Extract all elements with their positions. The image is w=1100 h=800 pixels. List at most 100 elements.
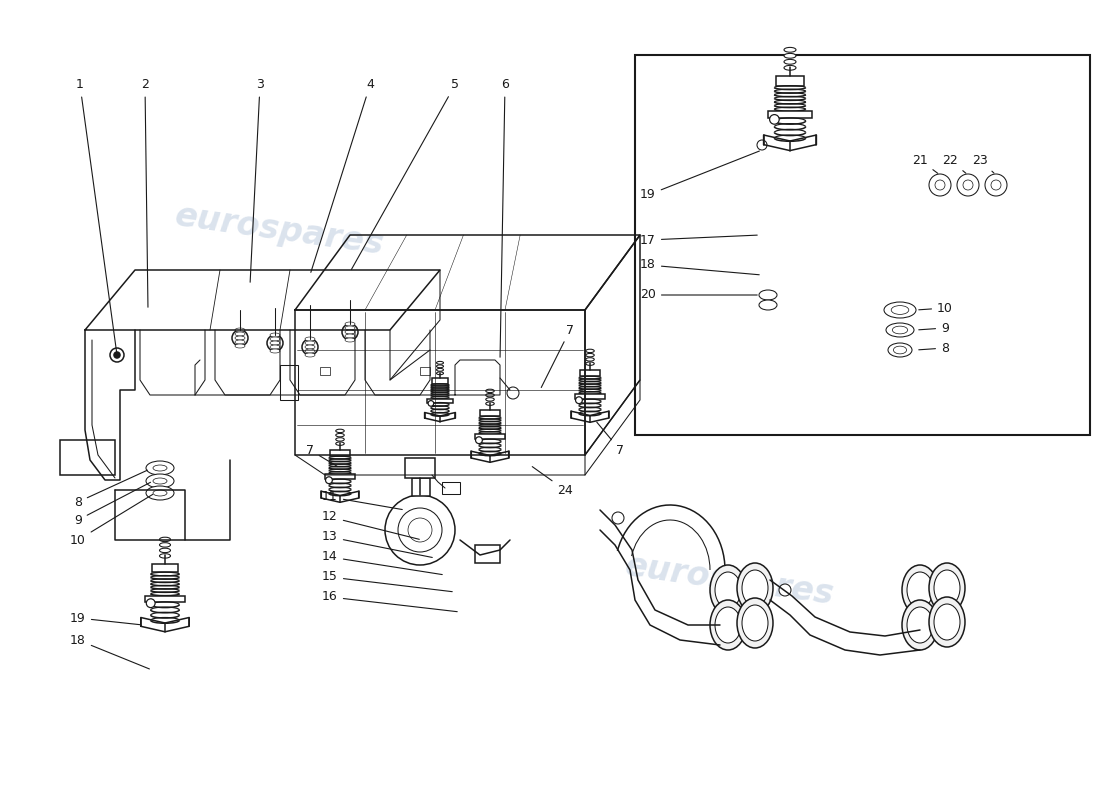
Circle shape xyxy=(146,598,155,608)
Ellipse shape xyxy=(930,563,965,613)
Text: 18: 18 xyxy=(640,258,759,274)
Text: 10: 10 xyxy=(918,302,953,314)
Ellipse shape xyxy=(437,365,443,368)
Ellipse shape xyxy=(270,349,280,353)
Text: 11: 11 xyxy=(322,490,403,510)
Ellipse shape xyxy=(710,565,746,615)
Bar xyxy=(324,474,355,479)
Ellipse shape xyxy=(891,306,909,314)
Text: 19: 19 xyxy=(640,151,759,202)
Ellipse shape xyxy=(146,486,174,500)
Ellipse shape xyxy=(715,572,741,608)
Bar xyxy=(412,478,430,496)
Ellipse shape xyxy=(585,358,594,361)
Text: 16: 16 xyxy=(322,590,458,612)
Text: 9: 9 xyxy=(74,482,151,526)
Ellipse shape xyxy=(305,341,315,345)
Text: 7: 7 xyxy=(306,443,338,466)
Ellipse shape xyxy=(235,340,245,344)
Ellipse shape xyxy=(742,605,768,641)
Text: 5: 5 xyxy=(351,78,459,270)
Bar xyxy=(330,450,350,456)
Bar xyxy=(776,76,804,86)
Ellipse shape xyxy=(585,354,594,357)
Ellipse shape xyxy=(737,563,773,613)
Ellipse shape xyxy=(336,438,344,441)
Bar xyxy=(442,482,460,494)
Circle shape xyxy=(475,437,482,443)
Ellipse shape xyxy=(908,607,933,643)
Text: 20: 20 xyxy=(640,289,757,302)
Ellipse shape xyxy=(934,604,960,640)
Circle shape xyxy=(779,584,791,596)
Bar xyxy=(480,410,501,416)
Bar xyxy=(769,111,812,118)
Bar xyxy=(580,370,601,377)
Ellipse shape xyxy=(930,597,965,647)
Circle shape xyxy=(408,518,432,542)
Ellipse shape xyxy=(160,548,170,553)
Circle shape xyxy=(612,512,624,524)
Text: 9: 9 xyxy=(918,322,949,334)
Ellipse shape xyxy=(893,346,906,354)
Circle shape xyxy=(930,174,952,196)
Circle shape xyxy=(272,340,278,346)
Bar xyxy=(431,378,449,384)
Ellipse shape xyxy=(235,336,245,340)
Circle shape xyxy=(236,335,243,341)
Bar xyxy=(428,398,452,402)
Bar xyxy=(635,55,1090,435)
Text: 1: 1 xyxy=(76,78,117,352)
Text: 23: 23 xyxy=(972,154,994,173)
Ellipse shape xyxy=(345,322,355,326)
Ellipse shape xyxy=(892,326,907,334)
Circle shape xyxy=(346,329,353,335)
Circle shape xyxy=(326,477,332,483)
Ellipse shape xyxy=(585,362,594,366)
Ellipse shape xyxy=(160,542,170,547)
Text: 7: 7 xyxy=(541,323,574,387)
Ellipse shape xyxy=(437,368,443,371)
Ellipse shape xyxy=(146,461,174,475)
Ellipse shape xyxy=(270,337,280,341)
Circle shape xyxy=(957,174,979,196)
Ellipse shape xyxy=(784,59,796,64)
Ellipse shape xyxy=(784,66,796,70)
Ellipse shape xyxy=(902,600,938,650)
Ellipse shape xyxy=(737,598,773,648)
Ellipse shape xyxy=(235,332,245,336)
Ellipse shape xyxy=(884,302,916,318)
Text: eurospares: eurospares xyxy=(173,199,387,261)
Bar xyxy=(405,458,435,478)
Ellipse shape xyxy=(486,390,494,393)
Ellipse shape xyxy=(759,290,777,300)
Ellipse shape xyxy=(153,465,167,471)
Ellipse shape xyxy=(908,572,933,608)
Text: 22: 22 xyxy=(942,154,966,174)
Ellipse shape xyxy=(437,372,443,374)
Ellipse shape xyxy=(305,353,315,357)
Circle shape xyxy=(232,330,248,346)
Text: 24: 24 xyxy=(532,466,573,497)
Ellipse shape xyxy=(585,349,594,353)
Ellipse shape xyxy=(270,345,280,349)
Text: 10: 10 xyxy=(70,494,153,546)
Ellipse shape xyxy=(486,398,494,401)
Circle shape xyxy=(428,401,433,406)
Circle shape xyxy=(302,339,318,355)
Text: 21: 21 xyxy=(912,154,938,174)
Circle shape xyxy=(935,180,945,190)
Bar xyxy=(145,595,185,602)
Circle shape xyxy=(114,352,120,358)
Text: 12: 12 xyxy=(322,510,419,539)
Ellipse shape xyxy=(345,334,355,338)
Text: 15: 15 xyxy=(322,570,452,592)
Ellipse shape xyxy=(305,337,315,341)
Text: eurospares: eurospares xyxy=(624,549,837,611)
Text: 17: 17 xyxy=(640,234,757,246)
Ellipse shape xyxy=(715,607,741,643)
Text: 6: 6 xyxy=(500,78,509,358)
Ellipse shape xyxy=(759,300,777,310)
Ellipse shape xyxy=(486,394,494,397)
Ellipse shape xyxy=(784,47,796,52)
